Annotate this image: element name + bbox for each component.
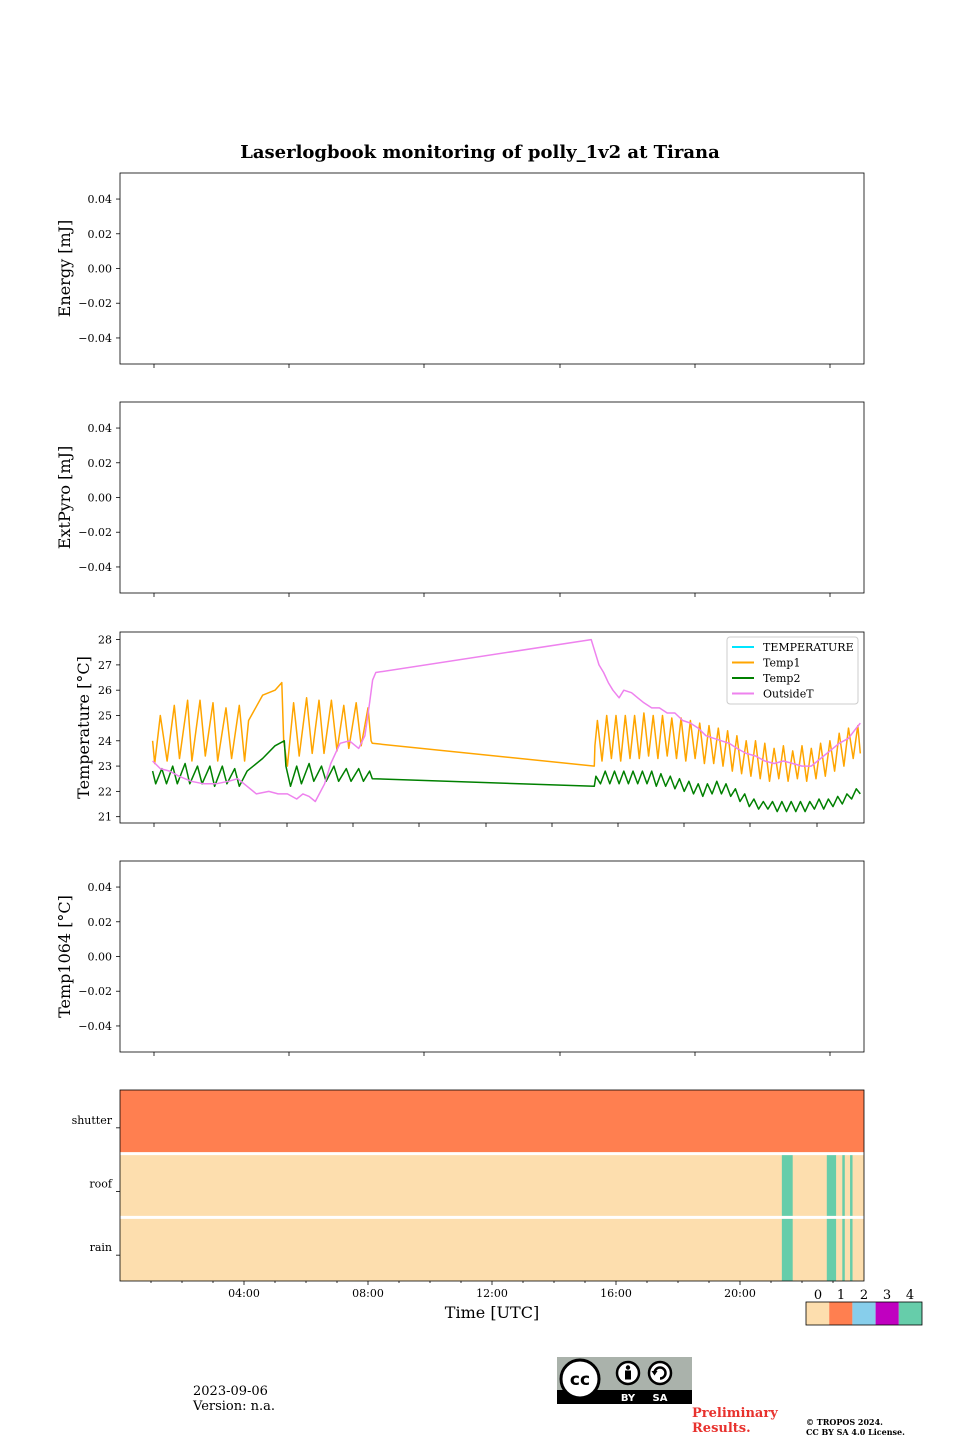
x-tick-label: 04:00 xyxy=(228,1287,260,1300)
colorbar-swatch-0 xyxy=(806,1302,830,1325)
status-row-label-shutter: shutter xyxy=(72,1114,113,1127)
status-row-label-roof: roof xyxy=(89,1178,113,1191)
status-row-roof xyxy=(120,1153,864,1218)
figure-title: Laserlogbook monitoring of polly_1v2 at … xyxy=(240,142,720,163)
temp1064-frame xyxy=(119,860,865,1053)
series-line-temp2 xyxy=(151,740,861,813)
energy-ytick-label: 0.02 xyxy=(88,228,113,241)
energy-plot-area xyxy=(120,173,864,364)
temperature-ytick-label: 26 xyxy=(98,684,112,697)
extpyro-frame xyxy=(119,401,865,594)
extpyro-ylabel: ExtPyro [mJ] xyxy=(55,446,74,549)
temp1064-ytick-label: 0.02 xyxy=(88,916,113,929)
extpyro-ytick-label: −0.04 xyxy=(78,561,112,574)
cc-by-sa-logo: cc BY SA xyxy=(557,1357,692,1404)
status-segment-roof xyxy=(781,1153,793,1218)
copyright-line2: CC BY SA 4.0 License. xyxy=(806,1427,905,1437)
series-line-outsidet xyxy=(152,638,861,803)
legend-label-temperature: TEMPERATURE xyxy=(763,641,854,654)
temp1064-ytick-label: −0.04 xyxy=(78,1020,112,1033)
status-row-shutter xyxy=(120,1090,864,1154)
extpyro-ytick-label: 0.02 xyxy=(88,457,113,470)
sa-label: SA xyxy=(653,1393,668,1404)
energy-ytick-label: −0.04 xyxy=(78,332,112,345)
colorbar-swatch-3 xyxy=(875,1302,899,1325)
series-line-temp1 xyxy=(151,681,862,783)
x-tick-label: 16:00 xyxy=(600,1287,632,1300)
colorbar-tick-label: 2 xyxy=(860,1288,868,1303)
legend-label-outsidet: OutsideT xyxy=(763,688,814,701)
legend-label-temp2: Temp2 xyxy=(763,672,800,685)
status-row-rain xyxy=(120,1217,864,1281)
x-tick-label: 08:00 xyxy=(352,1287,384,1300)
legend xyxy=(726,636,859,705)
date-text: 2023-09-06 xyxy=(193,1384,268,1399)
x-axis-label: Time [UTC] xyxy=(445,1303,539,1322)
temperature-ytick-label: 23 xyxy=(98,760,112,773)
status-row-label-rain: rain xyxy=(90,1241,112,1254)
energy-ylabel: Energy [mJ] xyxy=(55,220,74,318)
colorbar-swatch-1 xyxy=(829,1302,853,1325)
energy-ytick-label: −0.02 xyxy=(78,297,112,310)
energy-frame xyxy=(119,172,865,365)
status-segment-rain xyxy=(842,1217,845,1281)
status-segment-roof xyxy=(826,1153,837,1218)
x-tick-label: 20:00 xyxy=(724,1287,756,1300)
extpyro-ytick-label: 0.00 xyxy=(88,492,113,505)
legend-label-temp1: Temp1 xyxy=(763,657,800,670)
energy-ytick-label: 0.00 xyxy=(88,263,113,276)
temp1064-plot-area xyxy=(120,861,864,1052)
copyright-text: © TROPOS 2024. CC BY SA 4.0 License. xyxy=(806,1417,926,1437)
copyright-line1: © TROPOS 2024. xyxy=(806,1417,883,1427)
extpyro-plot-area xyxy=(120,402,864,593)
temperature-frame xyxy=(119,631,865,824)
temperature-ytick-label: 21 xyxy=(98,811,112,824)
temperature-ytick-label: 22 xyxy=(98,785,112,798)
cc-icon xyxy=(559,1358,601,1400)
x-tick-label: 12:00 xyxy=(476,1287,508,1300)
colorbar-swatch-2 xyxy=(852,1302,876,1325)
energy-ytick-label: 0.04 xyxy=(88,193,113,206)
temp1064-ytick-label: −0.02 xyxy=(78,985,112,998)
sa-share-icon xyxy=(647,1360,673,1386)
colorbar-tick-label: 4 xyxy=(906,1288,914,1303)
colorbar-frame xyxy=(805,1301,923,1326)
cc-label: cc xyxy=(570,1370,590,1390)
version-text: Version: n.a. xyxy=(193,1399,276,1414)
by-label: BY xyxy=(621,1393,636,1404)
preliminary-results-text: Preliminary Results. xyxy=(692,1406,778,1436)
status-segment-roof xyxy=(850,1153,853,1218)
colorbar-tick-label: 3 xyxy=(883,1288,891,1303)
status-segment-rain xyxy=(826,1217,837,1281)
temperature-ytick-label: 25 xyxy=(98,709,112,722)
extpyro-ytick-label: 0.04 xyxy=(88,422,113,435)
status-segment-roof xyxy=(842,1153,845,1218)
temp1064-ylabel: Temp1064 [°C] xyxy=(55,895,74,1018)
temperature-ytick-label: 24 xyxy=(98,735,112,748)
colorbar-tick-label: 1 xyxy=(837,1288,845,1303)
extpyro-ytick-label: −0.02 xyxy=(78,526,112,539)
temp1064-ytick-label: 0.00 xyxy=(88,951,113,964)
temp1064-ytick-label: 0.04 xyxy=(88,881,113,894)
status-segment-rain xyxy=(781,1217,793,1281)
colorbar-tick-label: 0 xyxy=(814,1288,822,1303)
colorbar-swatch-4 xyxy=(898,1302,922,1325)
temperature-ylabel: Temperature [°C] xyxy=(74,656,93,799)
temperature-ytick-label: 28 xyxy=(98,634,112,647)
status-segment-rain xyxy=(850,1217,853,1281)
temperature-ytick-label: 27 xyxy=(98,659,112,672)
